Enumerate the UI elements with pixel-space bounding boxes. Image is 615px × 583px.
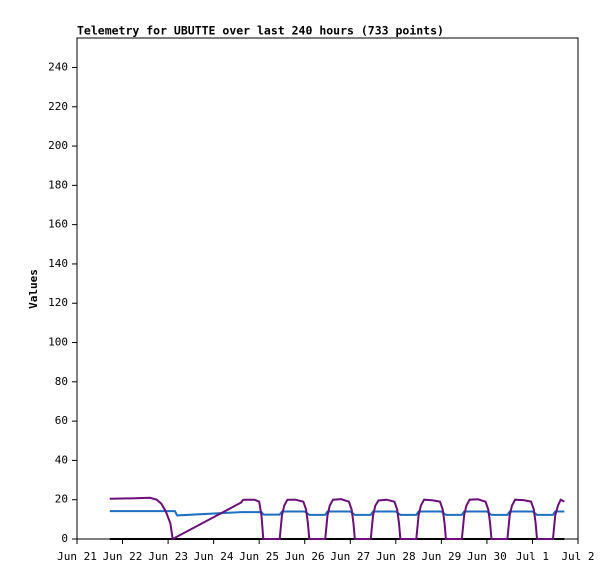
y-tick-label: 80: [55, 375, 68, 388]
y-tick-label: 140: [48, 257, 68, 270]
series-line: [109, 496, 565, 541]
chart-title: Telemetry for UBUTTE over last 240 hours…: [77, 24, 444, 38]
x-tick-label: Jun 23: [148, 550, 188, 563]
y-tick-label: 120: [48, 296, 68, 309]
x-tick-label: Jun 27: [330, 550, 370, 563]
x-tick-label: Jun 30: [467, 550, 507, 563]
y-tick-label: 60: [55, 414, 68, 427]
y-tick-label: 160: [48, 218, 68, 231]
y-tick-label: 200: [48, 139, 68, 152]
x-tick-label: Jun 28: [376, 550, 416, 563]
series-line: [109, 510, 565, 517]
x-tick-label: Jun 21: [57, 550, 97, 563]
x-tick-label: Jun 25: [239, 550, 279, 563]
x-tick-label: Jul 2: [561, 550, 594, 563]
y-tick-label: 220: [48, 100, 68, 113]
y-tick-label: 40: [55, 453, 68, 466]
y-tick-label: 240: [48, 60, 68, 73]
y-tick-label: 20: [55, 493, 68, 506]
x-tick-label: Jul 1: [516, 550, 549, 563]
y-tick-label: 0: [61, 532, 68, 545]
x-tick-label: Jun 29: [421, 550, 461, 563]
y-axis-label: Values: [27, 269, 40, 309]
y-tick-label: 180: [48, 178, 68, 191]
x-tick-label: Jun 26: [285, 550, 325, 563]
y-tick-label: 100: [48, 336, 68, 349]
x-tick-label: Jun 24: [194, 550, 234, 563]
x-tick-label: Jun 22: [103, 550, 143, 563]
